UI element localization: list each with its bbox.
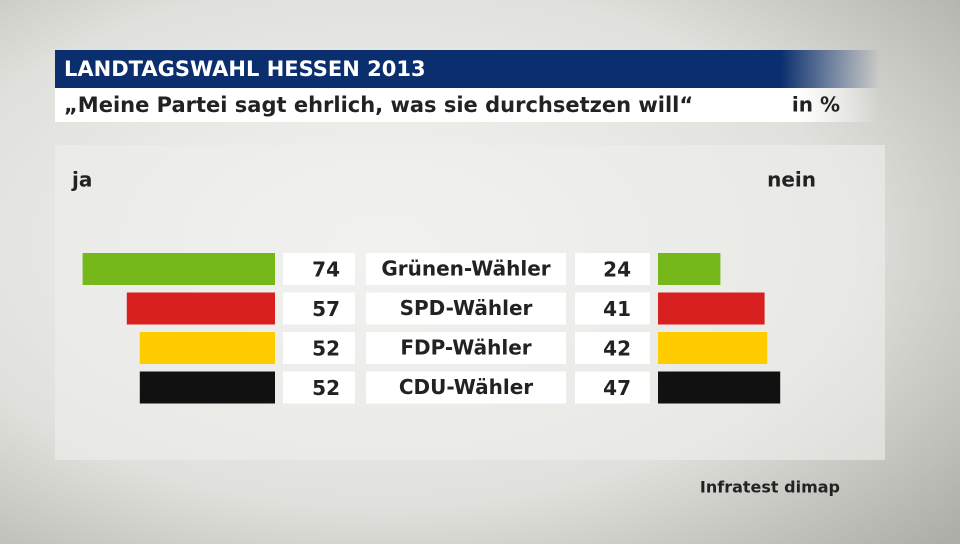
value-box	[283, 253, 355, 285]
value-label: 47	[603, 376, 631, 400]
bar	[139, 332, 275, 364]
bar	[658, 253, 721, 285]
label-box	[366, 332, 566, 364]
unit: in %	[792, 93, 840, 117]
category-label: CDU-Wähler	[399, 375, 533, 399]
value-box	[283, 371, 355, 404]
subtitle-bar	[55, 88, 880, 122]
value-label: 57	[312, 297, 340, 321]
left-header: ja	[71, 168, 92, 192]
title-bar	[55, 50, 880, 88]
label-box	[366, 292, 566, 325]
value-label: 52	[312, 337, 340, 361]
value-box	[575, 253, 650, 285]
right-header: nein	[767, 168, 816, 192]
bar	[126, 292, 275, 325]
bar	[658, 371, 781, 404]
bar	[658, 332, 768, 364]
label-box	[366, 371, 566, 404]
source: Infratest dimap	[700, 478, 840, 497]
category-label: SPD-Wähler	[400, 296, 533, 320]
value-box	[575, 292, 650, 325]
bar	[82, 253, 275, 285]
value-label: 24	[603, 258, 631, 282]
title: LANDTAGSWAHL HESSEN 2013	[64, 57, 426, 81]
bar	[139, 371, 275, 404]
value-box	[283, 292, 355, 325]
value-label: 42	[603, 337, 631, 361]
subtitle: „Meine Partei sagt ehrlich, was sie durc…	[64, 93, 693, 117]
value-label: 74	[312, 258, 340, 282]
bar	[658, 292, 765, 325]
value-box	[575, 332, 650, 364]
category-label: FDP-Wähler	[400, 336, 531, 360]
value-box	[283, 332, 355, 364]
label-box	[366, 253, 566, 285]
value-label: 41	[603, 297, 631, 321]
category-label: Grünen-Wähler	[381, 257, 550, 281]
value-label: 52	[312, 376, 340, 400]
value-box	[575, 371, 650, 404]
